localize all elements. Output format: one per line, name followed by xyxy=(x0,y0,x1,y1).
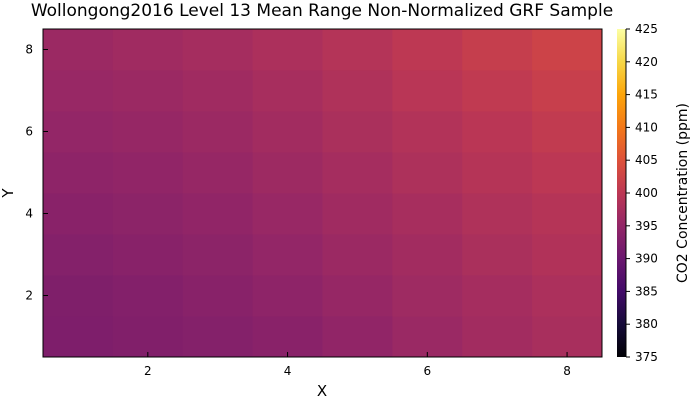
chart-title: Wollongong2016 Level 13 Mean Range Non-N… xyxy=(31,1,613,21)
colorbar-tick-label: 385 xyxy=(635,284,658,298)
heatmap-cell xyxy=(252,70,323,112)
heatmap-cell xyxy=(182,193,254,235)
colorbar-tick-label: 375 xyxy=(635,350,658,364)
heatmap-cell xyxy=(43,70,114,112)
heatmap-cell xyxy=(392,70,463,112)
heatmap-cell xyxy=(182,234,254,276)
heatmap-cell xyxy=(252,29,323,71)
heatmap-cells xyxy=(43,29,603,358)
heatmap-cell xyxy=(252,193,323,235)
colorbar-tick-label: 410 xyxy=(635,120,658,134)
heatmap-cell xyxy=(392,275,463,317)
heatmap-cell xyxy=(182,70,254,112)
heatmap-cell xyxy=(43,193,114,235)
heatmap-cell xyxy=(322,70,393,112)
heatmap-cell xyxy=(532,111,603,153)
y-axis: 2 4 6 8 xyxy=(25,43,48,303)
heatmap-cell xyxy=(43,275,114,317)
heatmap-cell xyxy=(532,316,603,358)
heatmap-cell xyxy=(182,152,254,194)
heatmap-cell xyxy=(252,316,323,358)
heatmap-cell xyxy=(532,275,603,317)
heatmap-cell xyxy=(252,234,323,276)
heatmap-cell xyxy=(462,193,533,235)
heatmap-cell xyxy=(252,111,323,153)
heatmap-cell xyxy=(43,316,114,358)
heatmap-cell xyxy=(322,29,393,71)
heatmap-cell xyxy=(392,234,463,276)
heatmap-cell xyxy=(322,111,393,153)
heatmap-cell xyxy=(182,275,254,317)
heatmap-cell xyxy=(112,152,184,194)
heatmap-cell xyxy=(112,234,184,276)
y-tick-label: 8 xyxy=(25,43,33,57)
heatmap-cell xyxy=(112,111,184,153)
heatmap-cell xyxy=(462,111,533,153)
x-axis-label: X xyxy=(317,382,327,400)
y-tick-label: 4 xyxy=(25,207,33,221)
heatmap-cell xyxy=(112,275,184,317)
colorbar-tick-label: 380 xyxy=(635,317,658,331)
heatmap-cell xyxy=(322,275,393,317)
colorbar-tick-label: 400 xyxy=(635,186,658,200)
heatmap-cell xyxy=(532,193,603,235)
colorbar-label: CO2 Concentration (ppm) xyxy=(675,103,691,283)
heatmap-cell xyxy=(392,316,463,358)
x-tick-label: 4 xyxy=(284,364,292,378)
plot-frame xyxy=(42,28,603,358)
heatmap-cell xyxy=(252,275,323,317)
heatmap-cell xyxy=(322,234,393,276)
heatmap-cell xyxy=(392,29,463,71)
colorbar xyxy=(617,29,626,357)
x-tick-label: 6 xyxy=(423,364,431,378)
heatmap-cell xyxy=(392,193,463,235)
heatmap-cell xyxy=(532,29,603,71)
heatmap-cell xyxy=(43,152,114,194)
heatmap-cell xyxy=(462,29,533,71)
heatmap-cell xyxy=(532,234,603,276)
heatmap-cell xyxy=(532,70,603,112)
colorbar-tick-label: 420 xyxy=(635,55,658,69)
heatmap-cell xyxy=(462,234,533,276)
x-tick-label: 2 xyxy=(144,364,152,378)
heatmap-cell xyxy=(182,316,254,358)
heatmap-cell xyxy=(532,152,603,194)
y-tick-label: 6 xyxy=(25,125,33,139)
heatmap-cell xyxy=(43,29,114,71)
colorbar-tick-label: 425 xyxy=(635,22,658,36)
heatmap-cell xyxy=(43,111,114,153)
heatmap-cell xyxy=(182,111,254,153)
colorbar-tick-label: 415 xyxy=(635,88,658,102)
heatmap-cell xyxy=(322,316,393,358)
heatmap-cell xyxy=(112,193,184,235)
heatmap-cell xyxy=(392,111,463,153)
heatmap-cell xyxy=(252,152,323,194)
heatmap-cell xyxy=(112,70,184,112)
heatmap-cell xyxy=(182,29,254,71)
heatmap-cell xyxy=(462,316,533,358)
heatmap-cell xyxy=(43,234,114,276)
y-tick-label: 2 xyxy=(25,289,33,303)
heatmap-cell xyxy=(462,275,533,317)
heatmap-cell xyxy=(392,152,463,194)
colorbar-axis: 375 380 385 390 395 400 405 410 415 420 425 xyxy=(625,22,658,364)
heatmap-cell xyxy=(322,152,393,194)
colorbar-tick-label: 395 xyxy=(635,219,658,233)
heatmap-cell xyxy=(462,70,533,112)
colorbar-tick-label: 390 xyxy=(635,252,658,266)
heatmap-cell xyxy=(322,193,393,235)
colorbar-tick-label: 405 xyxy=(635,153,658,167)
heatmap-cell xyxy=(112,29,184,71)
y-axis-label: Y xyxy=(0,188,17,199)
heatmap-cell xyxy=(462,152,533,194)
x-tick-label: 8 xyxy=(563,364,571,378)
x-axis: 2 4 6 8 xyxy=(144,352,571,378)
heatmap-cell xyxy=(112,316,184,358)
